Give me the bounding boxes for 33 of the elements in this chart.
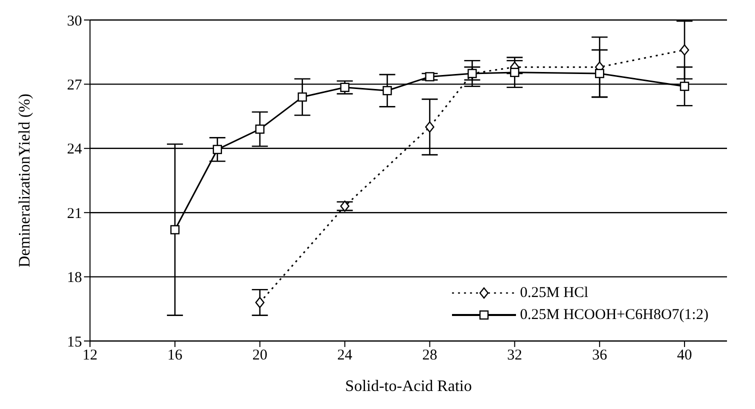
x-tick-label: 20 xyxy=(252,348,268,364)
x-tick-label: 28 xyxy=(422,348,438,364)
point xyxy=(680,82,690,91)
point xyxy=(298,92,307,102)
point xyxy=(425,121,434,133)
point xyxy=(382,86,392,96)
x-tick-label: 24 xyxy=(337,348,353,364)
legend-label: 0.25M HCOOH+C6H8O7(1:2) xyxy=(520,306,708,324)
y-axis-title: DemineralizationYield (%) xyxy=(16,94,34,268)
point xyxy=(340,200,350,212)
y-tick-label: 18 xyxy=(67,270,82,286)
x-tick-label: 36 xyxy=(592,348,608,364)
point xyxy=(212,144,222,154)
x-tick-label: 32 xyxy=(507,348,522,364)
y-tick-label: 24 xyxy=(67,142,82,158)
point xyxy=(170,225,180,234)
y-tick-label: 30 xyxy=(67,13,82,30)
point xyxy=(425,72,434,82)
y-tick-label: 15 xyxy=(67,334,82,350)
x-axis-title: Solid-to-Acid Ratio xyxy=(345,378,472,395)
point xyxy=(468,68,477,78)
y-tick-label: 21 xyxy=(67,206,82,222)
y-tick-label: 27 xyxy=(67,78,82,94)
legend-label: 0.25M HCl xyxy=(520,284,588,302)
point xyxy=(510,68,520,78)
point xyxy=(255,296,264,308)
point xyxy=(595,68,604,78)
x-tick-label: 16 xyxy=(167,348,183,364)
point xyxy=(680,44,690,56)
point xyxy=(340,82,350,92)
x-tick-label: 12 xyxy=(82,348,98,364)
x-tick-label: 40 xyxy=(677,348,692,364)
point xyxy=(255,124,264,134)
